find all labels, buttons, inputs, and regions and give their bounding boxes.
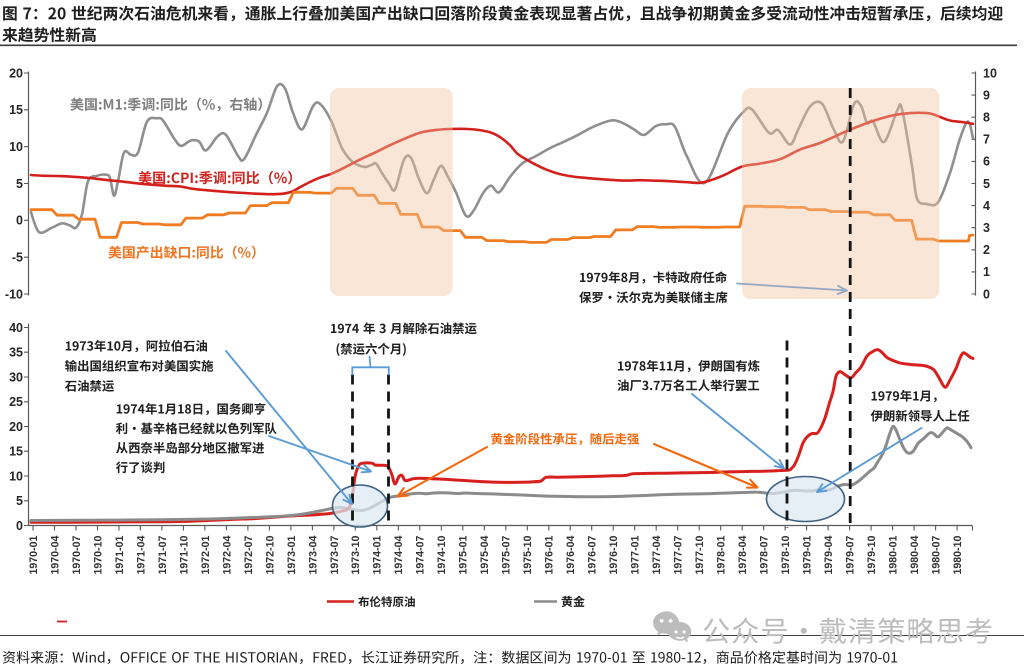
svg-text:1976-01: 1976-01: [544, 536, 556, 575]
svg-text:1979-10: 1979-10: [866, 536, 878, 575]
svg-text:1975-01: 1975-01: [458, 536, 470, 575]
svg-text:5: 5: [16, 177, 23, 191]
svg-text:10: 10: [9, 469, 23, 483]
svg-text:8: 8: [983, 111, 990, 125]
svg-text:1976-07: 1976-07: [587, 536, 599, 575]
svg-text:1: 1: [983, 265, 990, 279]
svg-text:1971-07: 1971-07: [157, 536, 169, 575]
svg-text:-10: -10: [5, 287, 23, 301]
svg-text:5: 5: [16, 494, 23, 508]
svg-text:15: 15: [9, 103, 23, 117]
svg-text:1980-01: 1980-01: [888, 536, 900, 575]
svg-text:25: 25: [9, 395, 23, 409]
svg-text:20: 20: [9, 66, 23, 80]
svg-text:1973-10: 1973-10: [350, 536, 362, 575]
svg-text:1972-04: 1972-04: [221, 536, 233, 575]
svg-text:0: 0: [16, 519, 23, 533]
svg-text:1976-04: 1976-04: [565, 536, 577, 575]
svg-text:1972-07: 1972-07: [243, 536, 255, 575]
svg-text:1975-10: 1975-10: [522, 536, 534, 575]
svg-text:1977-07: 1977-07: [673, 536, 685, 575]
svg-text:1971-10: 1971-10: [178, 536, 190, 575]
svg-text:1974-07: 1974-07: [415, 536, 427, 575]
svg-text:1980-07: 1980-07: [931, 536, 943, 575]
svg-text:1974-10: 1974-10: [436, 536, 448, 575]
svg-text:1972-10: 1972-10: [264, 536, 276, 575]
svg-text:1978-10: 1978-10: [780, 536, 792, 575]
svg-text:-5: -5: [12, 251, 23, 265]
svg-text:1975-04: 1975-04: [479, 536, 491, 575]
svg-text:1970-07: 1970-07: [71, 536, 83, 575]
svg-text:1973-04: 1973-04: [307, 536, 319, 575]
svg-text:1978-07: 1978-07: [759, 536, 771, 575]
svg-text:1971-04: 1971-04: [135, 536, 147, 575]
svg-text:35: 35: [9, 346, 23, 360]
svg-text:40: 40: [9, 321, 23, 335]
svg-text:1980-10: 1980-10: [952, 536, 964, 575]
svg-text:6: 6: [983, 155, 990, 169]
svg-text:20: 20: [9, 420, 23, 434]
svg-text:1980-04: 1980-04: [909, 536, 921, 575]
svg-text:1974-04: 1974-04: [393, 536, 405, 575]
svg-text:1979-04: 1979-04: [823, 536, 835, 575]
svg-text:9: 9: [983, 88, 990, 102]
svg-text:1975-07: 1975-07: [501, 536, 513, 575]
svg-text:30: 30: [9, 370, 23, 384]
svg-text:1976-10: 1976-10: [608, 536, 620, 575]
svg-text:1972-01: 1972-01: [200, 536, 212, 575]
svg-text:5: 5: [983, 177, 990, 191]
svg-text:1970-01: 1970-01: [28, 536, 40, 575]
svg-text:1979-07: 1979-07: [845, 536, 857, 575]
svg-text:0: 0: [983, 287, 990, 301]
svg-text:1977-10: 1977-10: [694, 536, 706, 575]
svg-text:1978-04: 1978-04: [737, 536, 749, 575]
svg-text:10: 10: [9, 140, 23, 154]
svg-text:1977-01: 1977-01: [630, 536, 642, 575]
svg-text:7: 7: [983, 133, 990, 147]
svg-text:1979-01: 1979-01: [802, 536, 814, 575]
svg-text:1974-01: 1974-01: [372, 536, 384, 575]
svg-text:1978-01: 1978-01: [716, 536, 728, 575]
svg-text:3: 3: [983, 221, 990, 235]
svg-text:15: 15: [9, 445, 23, 459]
svg-text:2: 2: [983, 243, 990, 257]
svg-text:10: 10: [983, 66, 997, 80]
svg-text:1973-01: 1973-01: [286, 536, 298, 575]
svg-text:1970-10: 1970-10: [92, 536, 104, 575]
svg-text:4: 4: [983, 199, 990, 213]
svg-text:1971-01: 1971-01: [114, 536, 126, 575]
svg-text:1973-07: 1973-07: [329, 536, 341, 575]
svg-text:0: 0: [16, 214, 23, 228]
svg-text:1970-04: 1970-04: [49, 536, 61, 575]
svg-text:1977-04: 1977-04: [651, 536, 663, 575]
